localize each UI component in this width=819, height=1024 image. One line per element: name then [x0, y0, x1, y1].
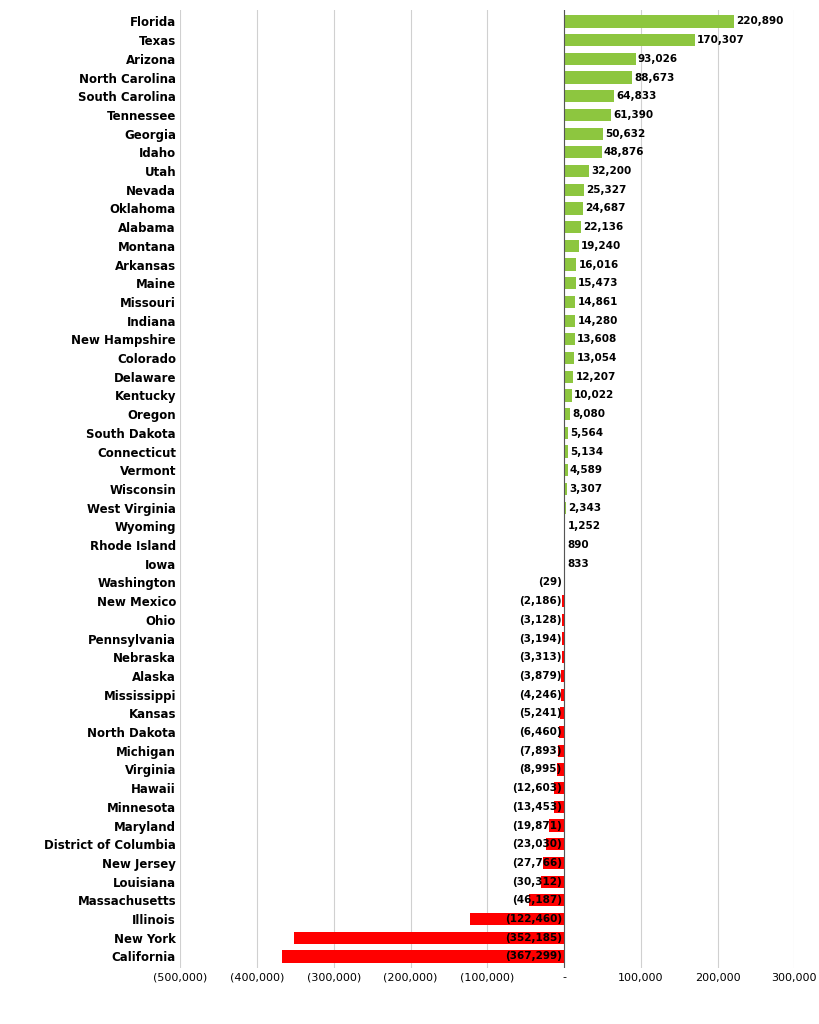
Text: 64,833: 64,833 [616, 91, 657, 101]
Bar [564, 409, 570, 420]
Text: (4,246): (4,246) [519, 689, 562, 699]
Text: 890: 890 [567, 540, 589, 550]
Text: 4,589: 4,589 [570, 465, 603, 475]
Text: 2,343: 2,343 [568, 503, 601, 513]
Text: 170,307: 170,307 [697, 35, 745, 45]
Bar [564, 34, 695, 46]
Text: (5,241): (5,241) [519, 709, 562, 719]
Bar [557, 763, 564, 775]
Text: (7,893): (7,893) [519, 745, 562, 756]
Bar [564, 333, 575, 345]
Bar [564, 203, 583, 215]
Text: 32,200: 32,200 [591, 166, 631, 176]
Bar [564, 483, 567, 495]
Text: 25,327: 25,327 [586, 184, 627, 195]
Text: 22,136: 22,136 [583, 222, 623, 232]
Bar [561, 688, 564, 700]
Text: 5,564: 5,564 [571, 428, 604, 438]
Text: 93,026: 93,026 [638, 54, 678, 63]
Bar [564, 464, 568, 476]
Bar [549, 819, 564, 831]
Bar [564, 240, 579, 252]
Text: 88,673: 88,673 [635, 73, 675, 83]
Bar [470, 913, 564, 925]
Text: (2,186): (2,186) [519, 596, 562, 606]
Text: 61,390: 61,390 [613, 110, 654, 120]
Bar [559, 726, 564, 738]
Text: (46,187): (46,187) [512, 895, 562, 905]
Bar [564, 278, 576, 290]
Text: (23,030): (23,030) [512, 840, 562, 849]
Text: (6,460): (6,460) [519, 727, 562, 737]
Text: (27,766): (27,766) [512, 858, 562, 868]
Text: (30,312): (30,312) [512, 877, 562, 887]
Text: (367,299): (367,299) [505, 951, 562, 962]
Text: 13,608: 13,608 [577, 335, 617, 344]
Text: 14,861: 14,861 [577, 297, 618, 307]
Bar [294, 932, 564, 944]
Text: 220,890: 220,890 [736, 16, 783, 27]
Text: (19,871): (19,871) [512, 820, 562, 830]
Bar [562, 651, 564, 664]
Bar [564, 520, 565, 532]
Text: 1,252: 1,252 [568, 521, 600, 531]
Bar [564, 389, 572, 401]
Bar [541, 876, 564, 888]
Text: 3,307: 3,307 [569, 484, 602, 494]
Bar [564, 15, 734, 28]
Text: (13,453): (13,453) [512, 802, 562, 812]
Bar [564, 314, 575, 327]
Bar [558, 744, 564, 757]
Bar [546, 839, 564, 850]
Bar [562, 633, 564, 645]
Text: (3,194): (3,194) [519, 634, 562, 643]
Text: (8,995): (8,995) [519, 765, 562, 774]
Text: 50,632: 50,632 [605, 129, 645, 138]
Text: (3,313): (3,313) [519, 652, 562, 663]
Text: (122,460): (122,460) [505, 914, 562, 924]
Bar [564, 352, 574, 365]
Text: 12,207: 12,207 [576, 372, 616, 382]
Text: (352,185): (352,185) [505, 933, 562, 943]
Text: (3,879): (3,879) [519, 671, 562, 681]
Text: (12,603): (12,603) [512, 783, 562, 794]
Bar [562, 613, 564, 626]
Bar [560, 708, 564, 720]
Text: 13,054: 13,054 [577, 353, 617, 364]
Text: 15,473: 15,473 [578, 279, 619, 289]
Text: 14,280: 14,280 [577, 315, 618, 326]
Bar [564, 445, 568, 458]
Bar [564, 53, 636, 65]
Text: 5,134: 5,134 [570, 446, 604, 457]
Text: 48,876: 48,876 [604, 147, 645, 158]
Bar [564, 90, 614, 102]
Bar [564, 183, 583, 196]
Text: (29): (29) [538, 578, 562, 588]
Text: 19,240: 19,240 [581, 241, 622, 251]
Text: (3,128): (3,128) [519, 614, 562, 625]
Bar [564, 109, 611, 121]
Bar [564, 427, 568, 439]
Bar [543, 857, 564, 869]
Text: 16,016: 16,016 [579, 259, 619, 269]
Bar [564, 72, 632, 84]
Bar [563, 595, 564, 607]
Bar [564, 146, 602, 159]
Text: 24,687: 24,687 [586, 204, 626, 213]
Bar [561, 670, 564, 682]
Bar [554, 801, 564, 813]
Bar [564, 296, 576, 308]
Bar [554, 782, 564, 795]
Text: 10,022: 10,022 [574, 390, 614, 400]
Bar [564, 128, 603, 139]
Bar [564, 371, 573, 383]
Bar [282, 950, 564, 963]
Bar [564, 502, 566, 514]
Bar [564, 221, 581, 233]
Bar [564, 165, 589, 177]
Text: 833: 833 [567, 559, 589, 568]
Bar [564, 258, 577, 270]
Text: 8,080: 8,080 [572, 410, 605, 419]
Bar [528, 894, 564, 906]
